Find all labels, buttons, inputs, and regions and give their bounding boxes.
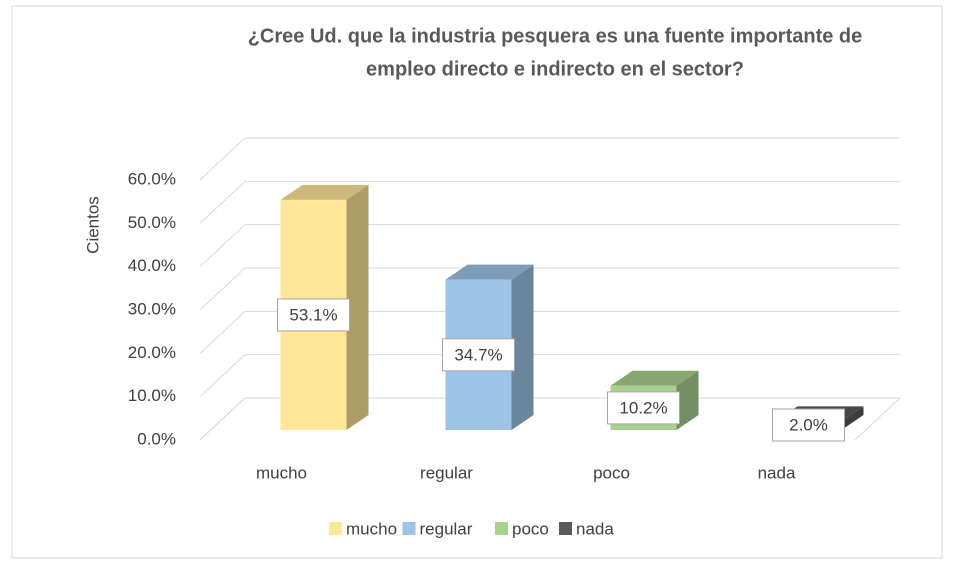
legend-label: poco <box>512 519 549 538</box>
value-label: 53.1% <box>289 305 337 324</box>
bar-side <box>346 184 369 430</box>
x-tick-label: poco <box>593 463 630 482</box>
bar-side <box>511 264 534 430</box>
legend-label: mucho <box>346 519 397 538</box>
y-axis-label: Cientos <box>83 196 102 254</box>
value-label: 2.0% <box>789 415 828 434</box>
value-label: 34.7% <box>454 345 502 364</box>
x-tick-label: regular <box>420 463 473 482</box>
y-tick-label: 30.0% <box>128 299 176 318</box>
bar-side <box>841 406 864 430</box>
chart-title: ¿Cree Ud. que la industria pesquera es u… <box>248 25 863 47</box>
value-label-box <box>607 391 680 425</box>
grid-line <box>199 267 900 311</box>
y-tick-label: 50.0% <box>128 213 176 232</box>
y-tick-label: 20.0% <box>128 343 176 362</box>
y-tick-label: 0.0% <box>137 429 176 448</box>
floor <box>199 397 902 441</box>
value-label: 10.2% <box>619 398 667 417</box>
chart-title: empleo directo e indirecto en el sector? <box>366 58 744 80</box>
x-tick-label: mucho <box>256 463 307 482</box>
grid-line <box>199 310 900 354</box>
grid-line <box>199 137 900 181</box>
legend-label: nada <box>576 519 614 538</box>
legend-swatch <box>402 522 416 535</box>
value-label-box <box>277 298 350 332</box>
x-tick-label: nada <box>758 463 796 482</box>
y-tick-label: 40.0% <box>128 256 176 275</box>
y-tick-label: 10.0% <box>128 386 176 405</box>
bar-top <box>610 370 699 386</box>
grid-line <box>199 224 900 268</box>
bar-side <box>676 370 699 430</box>
grid-line <box>199 180 900 224</box>
y-tick-label: 60.0% <box>128 169 176 188</box>
value-label-box <box>442 338 515 372</box>
bar-top <box>445 264 534 280</box>
legend-swatch <box>329 522 342 535</box>
legend-swatch <box>495 522 508 535</box>
value-label-box <box>772 408 845 442</box>
legend-label: regular <box>420 519 473 538</box>
bar-top <box>280 184 369 200</box>
grid-line <box>199 354 900 398</box>
legend-swatch <box>559 522 572 535</box>
